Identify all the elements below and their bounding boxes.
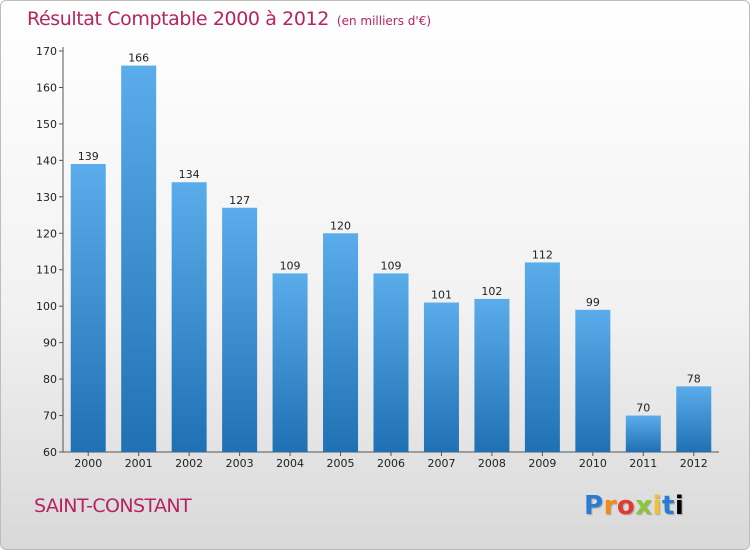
bar-value-label: 99 [586,296,600,309]
bar [222,207,258,452]
logo-letter: o [616,491,636,521]
x-tick-label: 2005 [327,457,355,470]
y-tick-label: 80 [43,373,57,386]
x-tick-label: 2006 [377,457,405,470]
bar-value-label: 109 [381,259,402,272]
y-tick-label: 150 [36,118,57,131]
x-tick-label: 2000 [74,457,102,470]
bar [423,302,459,452]
bar [323,233,359,452]
x-tick-label: 2008 [478,457,506,470]
y-tick-label: 110 [36,264,57,277]
y-tick-label: 140 [36,154,57,167]
bar [70,164,106,452]
bar [272,273,308,452]
bar-layer: 139 166 134 127 109 120 109 101 102 112 99 70 78 [70,52,712,452]
y-tick-label: 60 [43,446,57,459]
bar-value-label: 78 [687,372,701,385]
proxiti-logo[interactable]: Proxiti [584,491,684,521]
y-tick-label: 160 [36,81,57,94]
x-tick-label: 2003 [226,457,254,470]
bar-value-label: 134 [179,168,200,181]
y-tick-label: 120 [36,227,57,240]
bar [171,182,207,452]
y-tick-label: 130 [36,191,57,204]
x-tick-label: 2001 [125,457,153,470]
bar-value-label: 120 [330,219,351,232]
x-tick-label: 2012 [680,457,708,470]
x-tick-label: 2009 [528,457,556,470]
x-tick-label: 2007 [427,457,455,470]
logo-letter: t [661,491,675,521]
bar [676,386,712,452]
logo-letter: P [584,491,604,521]
bar-value-label: 139 [78,150,99,163]
y-tick-label: 70 [43,410,57,423]
chart-subtitle: (en milliers d'€) [336,14,432,28]
bar-value-label: 109 [280,259,301,272]
bar [373,273,409,452]
y-tick-label: 100 [36,300,57,313]
bar-value-label: 102 [481,285,502,298]
x-tick-label: 2010 [579,457,607,470]
bar [524,262,560,452]
bar [625,415,661,452]
x-tick-label: 2002 [175,457,203,470]
x-tick-label: 2004 [276,457,304,470]
city-name: SAINT-CONSTANT [34,495,192,517]
logo-letter: i [674,491,685,521]
bar [121,65,157,452]
logo-letter: i [652,491,662,521]
chart-title: Résultat Comptable 2000 à 2012 (en millie… [27,8,431,30]
bar-value-label: 70 [636,402,650,415]
y-tick-label: 170 [36,45,57,58]
bar-value-label: 166 [128,52,149,65]
y-tick-label: 90 [43,337,57,350]
logo-letter: r [603,491,617,521]
bar [474,298,510,452]
bar-value-label: 101 [431,289,452,302]
bar-value-label: 112 [532,248,553,261]
x-tick-label: 2011 [629,457,657,470]
bar [575,309,611,452]
logo-letter: x [635,491,653,521]
chart-title-text: Résultat Comptable 2000 à 2012 [27,8,329,30]
bar-value-label: 127 [229,194,250,207]
